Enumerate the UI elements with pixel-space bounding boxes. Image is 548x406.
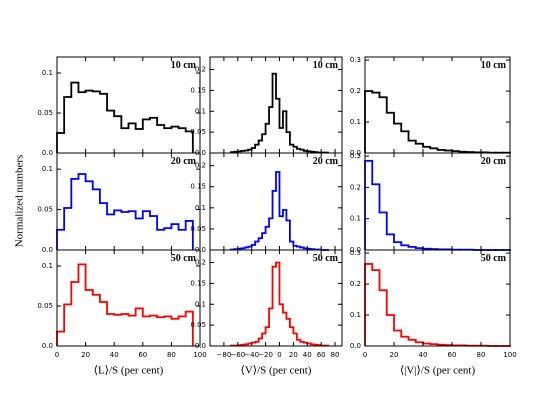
y-tick-label: 0.1 — [42, 69, 53, 77]
y-tick-label: 0.1 — [42, 262, 53, 270]
y-tick-label: 0.1 — [195, 300, 206, 308]
x-axis-label: ⟨|V|⟩/S (per cent) — [400, 365, 476, 377]
y-tick-label: 0.2 — [350, 87, 361, 95]
x-tick-label: −80 — [217, 351, 232, 359]
y-tick-label: 0.05 — [37, 302, 53, 310]
y-axis-label: Normalized numbers — [14, 155, 26, 248]
plot-frame — [209, 249, 343, 347]
y-tick-label: 0.15 — [190, 279, 206, 287]
x-tick-label: 60 — [138, 351, 147, 359]
plot-frame — [209, 56, 343, 154]
panel-annotation: 10 cm — [171, 60, 197, 71]
panel-annotation: 20 cm — [313, 156, 339, 167]
y-tick-label: 0.0 — [350, 246, 361, 254]
plot-frame — [56, 152, 201, 251]
y-tick-label: 0.2 — [350, 280, 361, 288]
plot-frame — [56, 249, 201, 347]
x-axis-label: ⟨V⟩/S (per cent) — [241, 365, 312, 377]
plot-frame — [209, 152, 343, 251]
y-tick-label: 0.1 — [195, 107, 206, 115]
panel-annotation: 10 cm — [313, 60, 339, 71]
x-tick-label: 40 — [419, 351, 428, 359]
y-tick-label: 0.2 — [350, 183, 361, 191]
x-tick-label: 20 — [390, 351, 399, 359]
x-tick-label: −60 — [230, 351, 245, 359]
y-tick-label: 0.15 — [190, 86, 206, 94]
x-tick-label: 60 — [317, 351, 326, 359]
y-tick-label: 0.3 — [350, 56, 361, 64]
y-tick-label: 0.0 — [195, 342, 206, 350]
plot-frame — [56, 56, 201, 154]
panel-annotation: 50 cm — [171, 253, 197, 264]
y-tick-label: 0.3 — [350, 152, 361, 160]
plot-frame — [364, 152, 511, 251]
panel-annotation: 10 cm — [481, 60, 507, 71]
y-tick-label: 0.2 — [195, 162, 206, 170]
x-tick-label: −20 — [258, 351, 273, 359]
x-tick-label: 100 — [503, 351, 516, 359]
x-tick-label: −40 — [244, 351, 259, 359]
y-tick-label: 0.0 — [42, 342, 53, 350]
x-tick-label: 60 — [448, 351, 457, 359]
x-tick-label: 0 — [363, 351, 367, 359]
x-tick-label: 40 — [303, 351, 312, 359]
panel-annotation: 50 cm — [481, 253, 507, 264]
panel-annotation: 50 cm — [313, 253, 339, 264]
y-tick-label: 0.0 — [42, 246, 53, 254]
y-tick-label: 0.1 — [350, 215, 361, 223]
y-tick-label: 0.05 — [37, 206, 53, 214]
y-tick-label: 0.2 — [195, 259, 206, 267]
y-tick-label: 0.05 — [190, 225, 206, 233]
y-tick-label: 0.05 — [37, 109, 53, 117]
x-axis-label: ⟨L⟩/S (per cent) — [94, 365, 164, 377]
y-tick-label: 0.1 — [350, 311, 361, 319]
y-tick-label: 0.1 — [195, 204, 206, 212]
x-tick-label: 20 — [81, 351, 90, 359]
x-tick-label: 80 — [167, 351, 176, 359]
x-tick-label: 20 — [289, 351, 298, 359]
y-tick-label: 0.05 — [190, 321, 206, 329]
y-tick-label: 0.1 — [350, 118, 361, 126]
y-tick-label: 0.0 — [350, 342, 361, 350]
y-tick-label: 0.1 — [42, 165, 53, 173]
y-tick-label: 0.2 — [195, 66, 206, 74]
panel-annotation: 20 cm — [171, 156, 197, 167]
y-tick-label: 0.05 — [190, 128, 206, 136]
y-tick-label: 0.0 — [42, 149, 53, 157]
x-tick-label: 0 — [55, 351, 59, 359]
y-tick-label: 0.15 — [190, 183, 206, 191]
y-tick-label: 0.0 — [350, 149, 361, 157]
x-tick-label: 100 — [193, 351, 206, 359]
plot-frame — [364, 249, 511, 347]
x-tick-label: 80 — [331, 351, 340, 359]
panel-annotation: 20 cm — [481, 156, 507, 167]
y-tick-label: 0.3 — [350, 249, 361, 257]
x-tick-label: 40 — [110, 351, 119, 359]
x-tick-label: 80 — [477, 351, 486, 359]
x-tick-label: 0 — [277, 351, 281, 359]
